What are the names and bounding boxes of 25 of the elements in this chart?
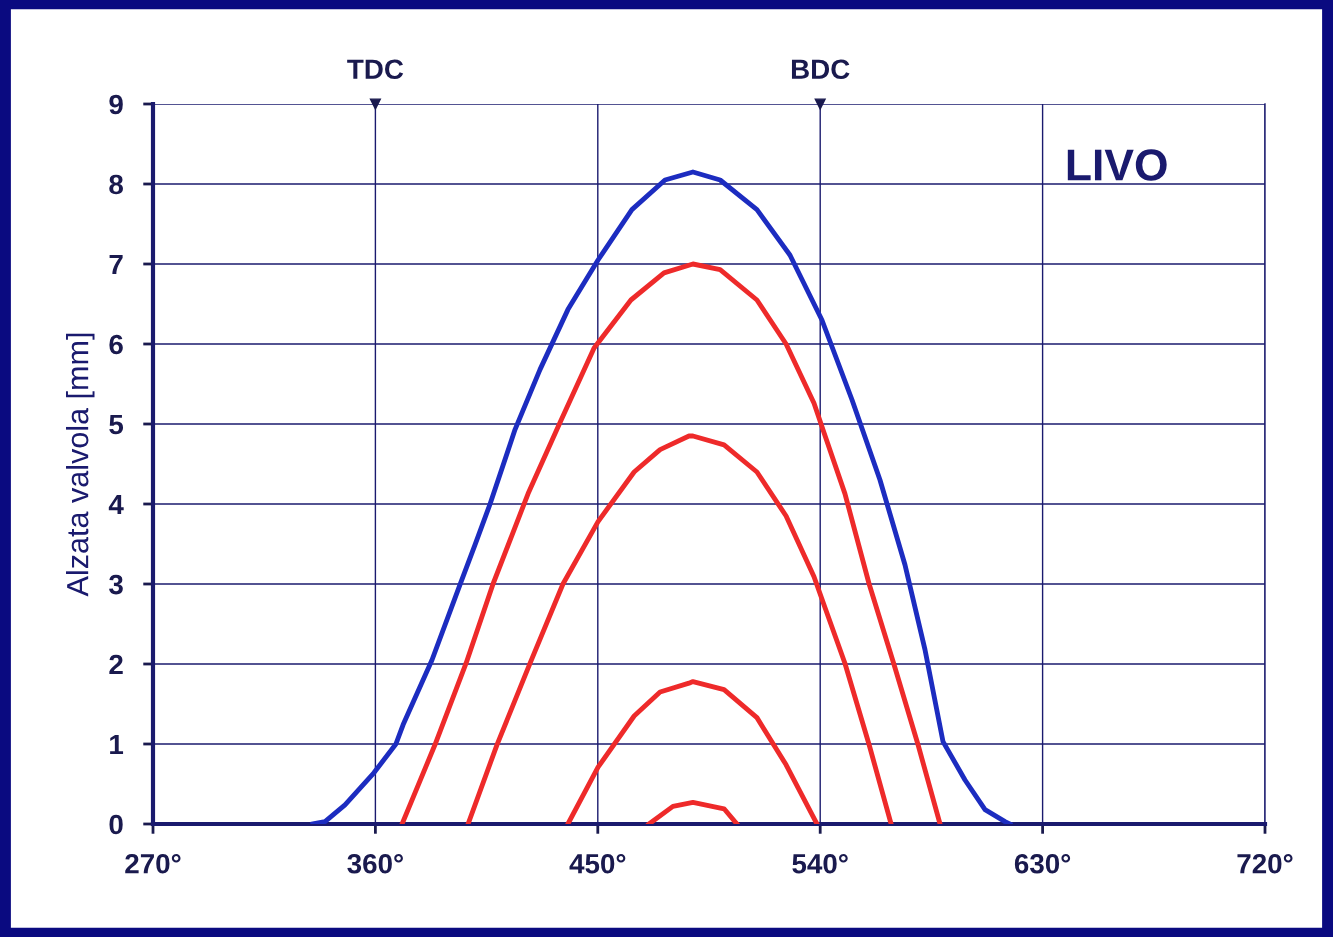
y-tick-label: 9 bbox=[109, 94, 123, 115]
y-tick-label: 5 bbox=[109, 414, 124, 435]
x-tick-label: 450° bbox=[569, 853, 626, 874]
x-tick-label: 360° bbox=[347, 853, 403, 874]
x-tick-label: 540° bbox=[792, 853, 848, 874]
y-axis-title: Alzata valvola [mm] bbox=[66, 333, 95, 597]
x-tick-label: 270° bbox=[125, 853, 181, 874]
line-series bbox=[399, 261, 943, 824]
line-series bbox=[310, 169, 1013, 824]
y-tick-label: 8 bbox=[109, 174, 123, 195]
annotation: TDC bbox=[347, 59, 404, 80]
y-tick-label: 0 bbox=[109, 814, 123, 835]
y-tick-label: 6 bbox=[109, 334, 123, 355]
annotation: BDC bbox=[791, 59, 850, 80]
y-tick-label: 4 bbox=[108, 494, 124, 515]
line-series bbox=[465, 433, 894, 824]
y-tick-label: 7 bbox=[109, 254, 123, 275]
line-series bbox=[565, 679, 820, 824]
line-series bbox=[646, 799, 740, 824]
x-tick-label: 720° bbox=[1237, 853, 1293, 874]
y-tick-label: 3 bbox=[109, 574, 123, 595]
x-tick-label: 630° bbox=[1014, 853, 1071, 874]
y-tick-label: 2 bbox=[109, 654, 123, 675]
annotation: LIVO bbox=[1067, 149, 1167, 181]
y-tick-label: 1 bbox=[110, 734, 124, 755]
